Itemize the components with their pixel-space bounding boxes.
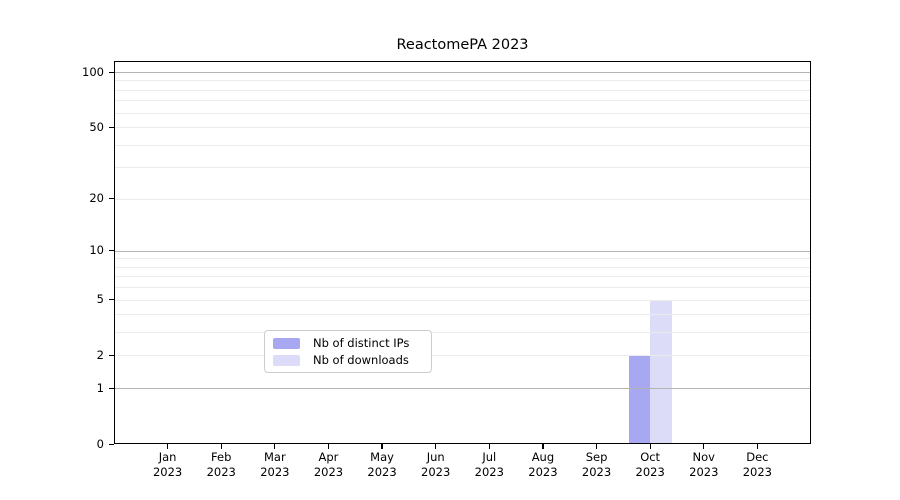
y-tick-mark	[109, 443, 114, 445]
legend-swatch-distinct-ips	[273, 337, 300, 349]
gridline-minor	[114, 89, 811, 91]
legend-item-distinct-ips: Nb of distinct IPs	[273, 336, 431, 350]
gridline-minor	[114, 100, 811, 102]
legend-item-downloads: Nb of downloads	[273, 353, 431, 367]
x-tick-mark	[381, 444, 383, 449]
x-tick-mark	[756, 444, 758, 449]
y-tick-mark	[109, 71, 114, 73]
x-tick-mark	[327, 444, 330, 449]
x-tick-label: Apr 2023	[313, 450, 344, 479]
gridline-minor	[114, 266, 811, 268]
x-tick-label: Feb 2023	[206, 450, 236, 479]
x-tick-label: Aug 2023	[528, 450, 558, 479]
gridline-major	[114, 72, 811, 73]
y-tick-label: 2	[96, 347, 104, 362]
gridline-minor	[114, 258, 811, 260]
y-tick-mark	[109, 387, 114, 389]
x-tick-mark	[274, 444, 276, 449]
gridline-major	[114, 250, 811, 252]
gridline-minor	[114, 355, 811, 357]
bar-nb-of-distinct-ips	[628, 355, 651, 444]
gridline-minor	[114, 198, 811, 200]
legend: Nb of distinct IPs Nb of downloads	[264, 330, 432, 373]
bar-nb-of-downloads	[650, 299, 672, 444]
gridline-minor	[114, 80, 811, 82]
y-tick-mark	[109, 354, 114, 357]
legend-swatch-downloads	[273, 354, 300, 366]
x-tick-label: Oct 2023	[635, 450, 665, 479]
x-tick-mark	[703, 444, 705, 449]
gridline-minor	[114, 314, 811, 316]
legend-label-downloads: Nb of downloads	[313, 353, 409, 367]
y-tick-label: 10	[89, 243, 104, 258]
x-tick-label: May 2023	[367, 450, 397, 479]
x-tick-mark	[649, 444, 651, 449]
x-tick-label: Jul 2023	[474, 450, 504, 479]
y-tick-mark	[109, 299, 114, 301]
chart-title: ReactomePA 2023	[396, 37, 529, 53]
gridline-minor	[114, 127, 811, 129]
gridline-minor	[114, 332, 811, 334]
x-tick-mark	[488, 444, 490, 449]
gridline-major	[114, 388, 811, 390]
plot-area	[114, 61, 811, 444]
gridline-minor	[114, 144, 811, 146]
gridline-minor	[114, 276, 811, 278]
x-tick-label: Sep 2023	[581, 450, 612, 479]
legend-label-distinct-ips: Nb of distinct IPs	[313, 336, 410, 350]
x-tick-label: Dec 2023	[742, 450, 773, 479]
x-tick-label: Jan 2023	[152, 450, 183, 479]
x-tick-mark	[220, 444, 222, 449]
x-tick-label: Mar 2023	[260, 450, 290, 479]
y-tick-label: 5	[96, 292, 104, 307]
x-tick-mark	[167, 444, 169, 449]
gridline-minor	[114, 287, 811, 289]
gridline-minor	[114, 299, 811, 301]
x-tick-label: Jun 2023	[421, 450, 451, 479]
y-tick-mark	[109, 250, 114, 252]
y-tick-mark	[109, 198, 114, 200]
y-tick-mark	[109, 126, 114, 128]
y-tick-label: 100	[82, 64, 104, 79]
x-tick-mark	[542, 444, 544, 449]
y-tick-label: 20	[89, 191, 104, 206]
y-tick-label: 1	[96, 380, 104, 395]
x-tick-mark	[435, 444, 437, 449]
x-tick-label: Nov 2023	[689, 450, 719, 479]
gridline-minor	[114, 112, 811, 114]
x-tick-mark	[595, 444, 598, 449]
y-tick-label: 50	[89, 119, 104, 134]
y-tick-label: 0	[96, 436, 104, 451]
gridline-minor	[114, 167, 811, 169]
